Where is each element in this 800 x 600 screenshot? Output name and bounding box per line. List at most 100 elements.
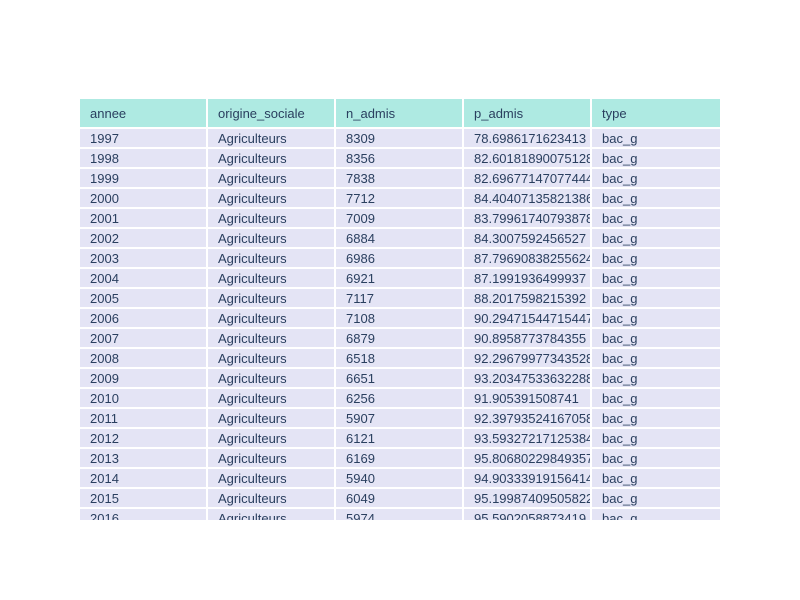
table-cell-origine_sociale: Agriculteurs [208, 349, 336, 369]
table-cell-p_admis: 93.59327217125384 [464, 429, 592, 449]
table-cell-origine_sociale: Agriculteurs [208, 469, 336, 489]
table-cell-annee: 2015 [80, 489, 208, 509]
table-cell-origine_sociale: Agriculteurs [208, 249, 336, 269]
table-cell-n_admis: 6921 [336, 269, 464, 289]
table-cell-type: bac_g [592, 489, 720, 509]
column-header-p-admis: p_admis [464, 99, 592, 129]
table-cell-n_admis: 5974 [336, 509, 464, 520]
table-row: 2011 Agriculteurs 5907 92.39793524167058 bac… [80, 409, 720, 429]
table-cell-n_admis: 6256 [336, 389, 464, 409]
table-cell-n_admis: 6049 [336, 489, 464, 509]
table-header: annee origine_sociale n_admis p_admis ty… [80, 99, 720, 129]
table-cell-origine_sociale: Agriculteurs [208, 269, 336, 289]
table-cell-type: bac_g [592, 469, 720, 489]
table-cell-type: bac_g [592, 229, 720, 249]
table-cell-type: bac_g [592, 369, 720, 389]
table-cell-type: bac_g [592, 189, 720, 209]
table-cell-annee: 2013 [80, 449, 208, 469]
column-header-type: type [592, 99, 720, 129]
table-cell-p_admis: 94.90333919156414 [464, 469, 592, 489]
table-cell-p_admis: 95.80680229849357 [464, 449, 592, 469]
table-cell-type: bac_g [592, 329, 720, 349]
table-cell-type: bac_g [592, 249, 720, 269]
table-cell-annee: 2011 [80, 409, 208, 429]
table-row: 2008 Agriculteurs 6518 92.29679977343528 bac… [80, 349, 720, 369]
table-cell-p_admis: 90.8958773784355 [464, 329, 592, 349]
table-cell-annee: 2014 [80, 469, 208, 489]
table-cell-n_admis: 7009 [336, 209, 464, 229]
table-cell-origine_sociale: Agriculteurs [208, 309, 336, 329]
table-cell-n_admis: 8309 [336, 129, 464, 149]
table-row: 2013 Agriculteurs 6169 95.80680229849357 bac… [80, 449, 720, 469]
table-cell-origine_sociale: Agriculteurs [208, 329, 336, 349]
table-row: 2001 Agriculteurs 7009 83.79961740793878 bac… [80, 209, 720, 229]
table-cell-annee: 2002 [80, 229, 208, 249]
table-cell-annee: 2003 [80, 249, 208, 269]
column-header-n-admis: n_admis [336, 99, 464, 129]
column-header-annee: annee [80, 99, 208, 129]
table-cell-p_admis: 78.6986171623413 [464, 129, 592, 149]
table-cell-p_admis: 93.20347533632288 [464, 369, 592, 389]
table-cell-annee: 1999 [80, 169, 208, 189]
table-cell-origine_sociale: Agriculteurs [208, 449, 336, 469]
table-cell-n_admis: 6121 [336, 429, 464, 449]
table-cell-p_admis: 90.29471544715447 [464, 309, 592, 329]
table-cell-type: bac_g [592, 289, 720, 309]
table-cell-p_admis: 92.29679977343528 [464, 349, 592, 369]
table-cell-n_admis: 5907 [336, 409, 464, 429]
table-row: 2003 Agriculteurs 6986 87.79690838255624 bac… [80, 249, 720, 269]
table-cell-origine_sociale: Agriculteurs [208, 509, 336, 520]
table-row: 2012 Agriculteurs 6121 93.59327217125384 bac… [80, 429, 720, 449]
table-cell-type: bac_g [592, 349, 720, 369]
table-cell-n_admis: 6651 [336, 369, 464, 389]
table-cell-annee: 1998 [80, 149, 208, 169]
table-cell-origine_sociale: Agriculteurs [208, 209, 336, 229]
table-cell-origine_sociale: Agriculteurs [208, 409, 336, 429]
table-row: 2004 Agriculteurs 6921 87.1991936499937 bac_… [80, 269, 720, 289]
table-cell-annee: 2012 [80, 429, 208, 449]
table-cell-origine_sociale: Agriculteurs [208, 169, 336, 189]
table-cell-type: bac_g [592, 269, 720, 289]
table-cell-p_admis: 91.905391508741 [464, 389, 592, 409]
table-row: 2015 Agriculteurs 6049 95.19987409505822 bac… [80, 489, 720, 509]
table-cell-origine_sociale: Agriculteurs [208, 369, 336, 389]
table-cell-origine_sociale: Agriculteurs [208, 149, 336, 169]
table-cell-p_admis: 88.2017598215392 [464, 289, 592, 309]
table-cell-p_admis: 82.60181890075128 [464, 149, 592, 169]
table-row: 2000 Agriculteurs 7712 84.40407135821386 bac… [80, 189, 720, 209]
table-cell-p_admis: 84.3007592456527 [464, 229, 592, 249]
data-table-container: annee origine_sociale n_admis p_admis ty… [80, 99, 720, 520]
table-cell-n_admis: 7838 [336, 169, 464, 189]
table-row: 2005 Agriculteurs 7117 88.2017598215392 bac_… [80, 289, 720, 309]
table-cell-type: bac_g [592, 389, 720, 409]
table-cell-type: bac_g [592, 409, 720, 429]
table-cell-n_admis: 6169 [336, 449, 464, 469]
table-cell-n_admis: 5940 [336, 469, 464, 489]
table-row: 1998 Agriculteurs 8356 82.60181890075128 bac… [80, 149, 720, 169]
table-cell-p_admis: 95.19987409505822 [464, 489, 592, 509]
table-row: 1999 Agriculteurs 7838 82.69677147077444 bac… [80, 169, 720, 189]
column-header-origine-sociale: origine_sociale [208, 99, 336, 129]
table-cell-p_admis: 84.40407135821386 [464, 189, 592, 209]
table-cell-n_admis: 7117 [336, 289, 464, 309]
table-cell-p_admis: 82.69677147077444 [464, 169, 592, 189]
table-cell-p_admis: 87.1991936499937 [464, 269, 592, 289]
table-cell-origine_sociale: Agriculteurs [208, 489, 336, 509]
table-cell-type: bac_g [592, 129, 720, 149]
table-cell-annee: 2006 [80, 309, 208, 329]
table-cell-annee: 2001 [80, 209, 208, 229]
header-row: annee origine_sociale n_admis p_admis ty… [80, 99, 720, 129]
table-cell-annee: 2004 [80, 269, 208, 289]
table-cell-annee: 1997 [80, 129, 208, 149]
data-table: annee origine_sociale n_admis p_admis ty… [80, 99, 720, 520]
table-cell-type: bac_g [592, 209, 720, 229]
table-row: 2009 Agriculteurs 6651 93.20347533632288 bac… [80, 369, 720, 389]
table-cell-annee: 2007 [80, 329, 208, 349]
table-cell-type: bac_g [592, 149, 720, 169]
table-cell-type: bac_g [592, 309, 720, 329]
table-cell-origine_sociale: Agriculteurs [208, 189, 336, 209]
table-cell-n_admis: 8356 [336, 149, 464, 169]
table-cell-n_admis: 7712 [336, 189, 464, 209]
table-cell-n_admis: 6986 [336, 249, 464, 269]
